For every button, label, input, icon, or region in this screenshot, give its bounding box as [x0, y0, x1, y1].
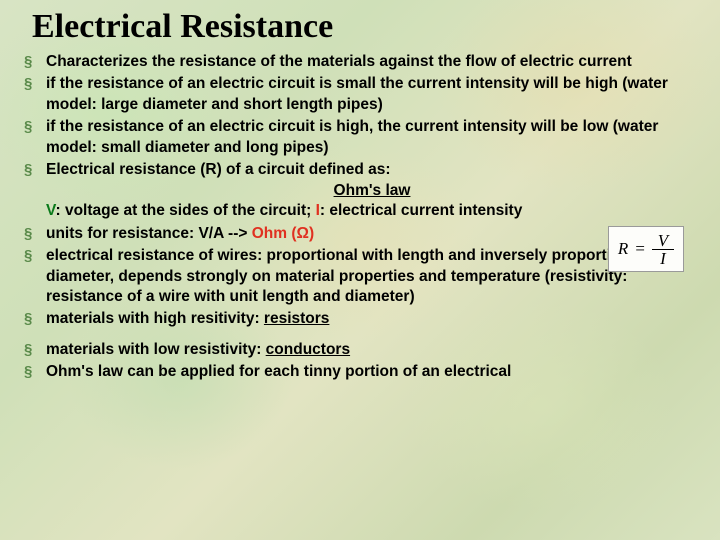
- list-item: materials with high resitivity: resistor…: [22, 309, 698, 329]
- resistors-term: resistors: [264, 310, 329, 327]
- list-item: Characterizes the resistance of the mate…: [22, 52, 698, 72]
- bullet-text: units for resistance: V/A -->: [46, 225, 252, 242]
- current-desc: : electrical current intensity: [320, 202, 522, 219]
- ohm-unit: Ohm (Ω): [252, 225, 314, 242]
- list-item: Electrical resistance (R) of a circuit d…: [22, 160, 698, 221]
- list-item: if the resistance of an electric circuit…: [22, 74, 698, 115]
- voltage-desc: : voltage at the sides of the circuit;: [55, 202, 315, 219]
- list-item: units for resistance: V/A --> Ohm (Ω): [22, 224, 698, 244]
- list-item: if the resistance of an electric circuit…: [22, 117, 698, 158]
- formula-denominator: I: [654, 250, 672, 267]
- ohms-law-label: Ohm's law: [46, 181, 698, 201]
- formula-fraction: V I: [652, 232, 674, 267]
- bullet-text: materials with high resitivity:: [46, 310, 264, 327]
- slide-title: Electrical Resistance: [32, 8, 698, 46]
- bullet-text: Electrical resistance (R) of a circuit d…: [46, 161, 391, 178]
- formula-lhs: R: [618, 239, 628, 259]
- list-item: materials with low resistivity: conducto…: [22, 340, 698, 360]
- formula-numerator: V: [652, 232, 674, 250]
- ohms-law-formula: R = V I: [608, 226, 684, 272]
- list-item: electrical resistance of wires: proporti…: [22, 246, 698, 307]
- bullet-text: materials with low resistivity:: [46, 341, 266, 358]
- conductors-term: conductors: [266, 341, 350, 358]
- bullet-list: Characterizes the resistance of the mate…: [22, 52, 698, 383]
- formula-eq: =: [634, 239, 645, 259]
- list-item: Ohm's law can be applied for each tinny …: [22, 362, 698, 382]
